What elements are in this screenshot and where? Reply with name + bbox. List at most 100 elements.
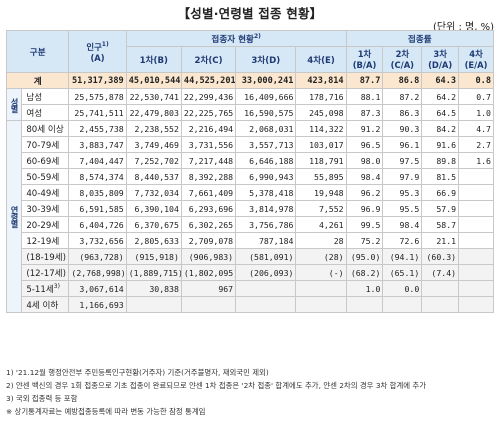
cell: (1,802,095) (180, 264, 237, 281)
row-label: 남성 (21, 88, 70, 105)
cell: 423,814 (295, 72, 347, 89)
cell: 57.9 (421, 200, 460, 217)
cell: (65.1) (382, 264, 423, 281)
cell: 3,749,469 (125, 136, 182, 153)
row-label: 50-59세 (21, 168, 70, 185)
cell: 4,261 (295, 216, 347, 233)
dose3-header: 3차(D) (235, 46, 297, 73)
footnote-2: 2) 얀센 백신의 경우 1회 접종으로 기초 접종이 완료되므로 얀센 1차 … (6, 381, 427, 390)
cell: 28 (295, 232, 347, 249)
cell: 6,370,675 (125, 216, 182, 233)
cell: 787,184 (235, 232, 297, 249)
cell: 64.5 (421, 104, 460, 121)
cell: 6,591,585 (68, 200, 127, 217)
footnote-3: 3) 국외 접종력 등 포함 (6, 394, 78, 403)
rate4-header: 4차 (E/A) (458, 46, 494, 73)
row-label: 30-39세 (21, 200, 70, 217)
cell: 3,814,978 (235, 200, 297, 217)
table-row: 4세 이하 1,166,693 (7, 296, 494, 313)
cell (458, 232, 494, 249)
cell: (7.4) (421, 264, 460, 281)
row-label: 5-11세3) (21, 280, 70, 297)
table-row: 12-19세 3,732,656 2,805,633 2,709,078 787,184… (7, 232, 494, 249)
population-header: 인구1) (A) (68, 30, 127, 73)
footnotes: 1) '21.12월 행정안전부 주민등록인구현황(거주자) 기준(거주불명자,… (6, 366, 496, 418)
cell: 22,479,803 (125, 104, 182, 121)
footnote-1: 1) '21.12월 행정안전부 주민등록인구현황(거주자) 기준(거주불명자,… (6, 368, 269, 377)
cell: 22,530,741 (125, 88, 182, 105)
table-row: 5-11세3) 3,067,614 30,838 967 1.0 0.0 (7, 280, 494, 297)
table-row: 40-49세 8,035,809 7,732,034 7,661,409 5,378,4… (7, 184, 494, 201)
cell: 2,709,078 (180, 232, 237, 249)
dose1-header: 1차(B) (125, 46, 182, 73)
cell: 55,895 (295, 168, 347, 185)
cell: 19,948 (295, 184, 347, 201)
row-label: 60-69세 (21, 152, 70, 169)
cell: 44,525,201 (180, 72, 237, 89)
row-label: (18-19세) (21, 248, 70, 265)
cell: 91.2 (345, 120, 384, 137)
cell: 58.7 (421, 216, 460, 233)
cell: 3,067,614 (68, 280, 127, 297)
cell: 2,216,494 (180, 120, 237, 137)
cell: (915,918) (125, 248, 182, 265)
table-row: 연령별 80세 이상 2,455,738 2,238,552 2,216,494 2,06… (5, 120, 494, 313)
cell: 7,252,702 (125, 152, 182, 169)
cell: 22,225,765 (180, 104, 237, 121)
cell: 89.8 (421, 152, 460, 169)
cell: 245,098 (295, 104, 347, 121)
cell: 98.4 (345, 168, 384, 185)
cell: 7,552 (295, 200, 347, 217)
unit-label: (단위 : 명, %) (433, 22, 494, 33)
footnote-4: ※ 상기통계자료는 예방접종등록에 따라 변동 가능한 잠정 통계임 (6, 407, 206, 416)
table-row: (18-19세) (963,728) (915,918) (906,983) (581,… (7, 248, 494, 265)
cell: 3,756,786 (235, 216, 297, 233)
vaccinated-group-header: 접종자 현황2) (125, 30, 347, 47)
cell: 66.9 (421, 184, 460, 201)
cell (382, 296, 423, 313)
vaccination-table: 구분 인구1) (A) 접종자 현황2) 접종률 1차(B) 2차(C) 3차(… (5, 30, 495, 313)
cell: 2,805,633 (125, 232, 182, 249)
cell: 95.3 (382, 184, 423, 201)
cell: 64.2 (421, 88, 460, 105)
cell: 72.6 (382, 232, 423, 249)
group-label: 연령별 (5, 120, 23, 313)
cell (458, 296, 494, 313)
dose2-header: 2차(C) (180, 46, 237, 73)
cell: 90.3 (382, 120, 423, 137)
cell: 0.7 (458, 88, 494, 105)
cell: 97.9 (382, 168, 423, 185)
cell (458, 216, 494, 233)
cell: 3,731,556 (180, 136, 237, 153)
cell: 103,017 (295, 136, 347, 153)
cell: 7,732,034 (125, 184, 182, 201)
cell (235, 296, 297, 313)
cell: 84.2 (421, 120, 460, 137)
cell: 6,390,104 (125, 200, 182, 217)
cell: 6,302,265 (180, 216, 237, 233)
cell (458, 264, 494, 281)
cell: 7,661,409 (180, 184, 237, 201)
cell: 1,166,693 (68, 296, 127, 313)
cell: 91.6 (421, 136, 460, 153)
cell: (2,768,998) (68, 264, 127, 281)
cell: 178,716 (295, 88, 347, 105)
cell: 1.6 (458, 152, 494, 169)
cell: 3,883,747 (68, 136, 127, 153)
cell (295, 296, 347, 313)
cell: 64.3 (421, 72, 460, 89)
cell (458, 200, 494, 217)
cell (458, 184, 494, 201)
cell: 6,646,188 (235, 152, 297, 169)
cell: 21.1 (421, 232, 460, 249)
cell: 99.5 (345, 216, 384, 233)
cell: (60.3) (421, 248, 460, 265)
cell: 81.5 (421, 168, 460, 185)
cell: 86.8 (382, 72, 423, 89)
table-row: 성별 남성 25,575,878 22,530,741 22,299,436 16,409… (5, 88, 494, 121)
cell: 16,590,575 (235, 104, 297, 121)
cell: 967 (180, 280, 237, 297)
table-row: 20-29세 6,404,726 6,370,675 6,302,265 3,756,7… (7, 216, 494, 233)
cell: 16,409,666 (235, 88, 297, 105)
cell: 7,217,448 (180, 152, 237, 169)
